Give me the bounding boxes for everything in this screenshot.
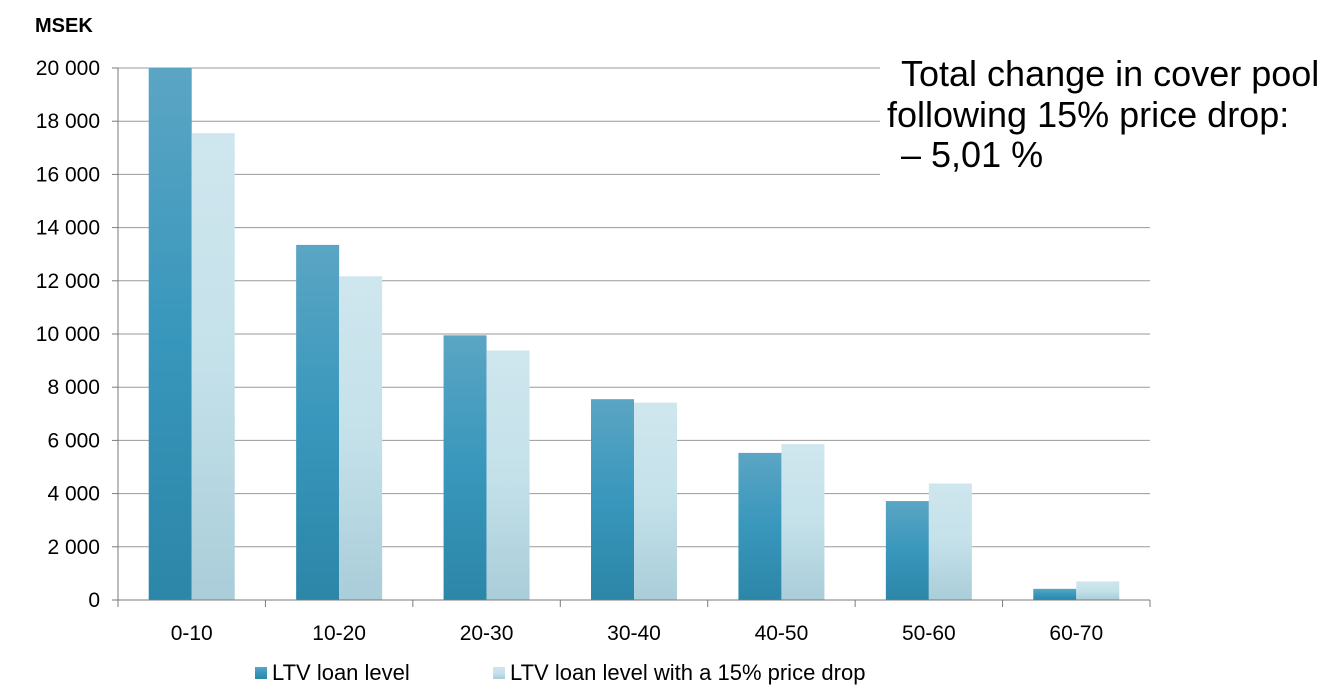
annotation: Total change in cover pool following 15%…	[887, 53, 1319, 175]
y-axis-unit-label: MSEK	[35, 15, 93, 37]
annotation-line-3: – 5,01 %	[901, 134, 1043, 175]
legend-item-series-2: LTV loan level with a 15% price drop	[493, 660, 865, 685]
x-tick-label: 0-10	[171, 622, 213, 645]
x-tick-label: 30-40	[607, 622, 661, 645]
bar-series-2-50-60	[928, 483, 972, 600]
bar-series-1-20-30	[443, 335, 487, 600]
bar-series-2-60-70	[1076, 581, 1120, 600]
x-tick-label: 60-70	[1049, 622, 1103, 645]
bar-series-2-30-40	[634, 402, 677, 600]
bar-series-2-10-20	[339, 276, 383, 600]
annotation-background	[880, 60, 1338, 195]
y-axis-ticks: 0 2 000 4 000 6 000 8 000 10 000 12 000 14 000 1…	[36, 57, 100, 612]
y-tick-label: 2 000	[47, 536, 100, 559]
y-tick-label: 14 000	[36, 217, 100, 240]
x-tick-label: 20-30	[460, 622, 514, 645]
y-tick-label: 4 000	[47, 483, 100, 506]
bar-series-2-20-30	[486, 350, 530, 600]
bar-series-1-50-60	[885, 501, 929, 600]
legend-label-series-2: LTV loan level with a 15% price drop	[510, 660, 865, 685]
y-tick-label: 6 000	[47, 429, 100, 452]
x-axis-ticks: 0-10 10-20 20-30 30-40 40-50 50-60 60-70	[171, 622, 1103, 645]
legend-swatch-series-2	[493, 667, 505, 679]
y-tick-label: 8 000	[47, 376, 100, 399]
y-tick-label: 18 000	[36, 110, 100, 133]
y-tick-label: 16 000	[36, 163, 100, 186]
bar-series-2-40-50	[781, 444, 825, 600]
y-tick-label: 20 000	[36, 57, 100, 80]
bar-series-1-30-40	[591, 399, 634, 600]
y-tick-label: 12 000	[36, 270, 100, 293]
bar-series-2-0-10	[191, 133, 235, 601]
bar-series-1-40-50	[738, 452, 782, 600]
bar-series-1-60-70	[1033, 588, 1077, 600]
x-tick-label: 10-20	[312, 622, 366, 645]
legend-item-series-1: LTV loan level	[255, 660, 410, 685]
y-tick-label: 10 000	[36, 323, 100, 346]
bar-series-1-0-10	[148, 68, 192, 600]
legend-label-series-1: LTV loan level	[272, 660, 410, 685]
y-tick-label: 0	[88, 589, 100, 612]
legend: LTV loan level LTV loan level with a 15%…	[255, 660, 865, 685]
x-axis	[117, 68, 1151, 607]
bar-series-1-10-20	[296, 244, 340, 600]
x-tick-label: 40-50	[755, 622, 809, 645]
annotation-line-1: Total change in cover pool	[901, 53, 1319, 94]
legend-swatch-series-1	[255, 667, 267, 679]
bars	[148, 68, 1120, 601]
annotation-line-2: following 15% price drop:	[887, 94, 1289, 135]
x-tick-label: 50-60	[902, 622, 956, 645]
